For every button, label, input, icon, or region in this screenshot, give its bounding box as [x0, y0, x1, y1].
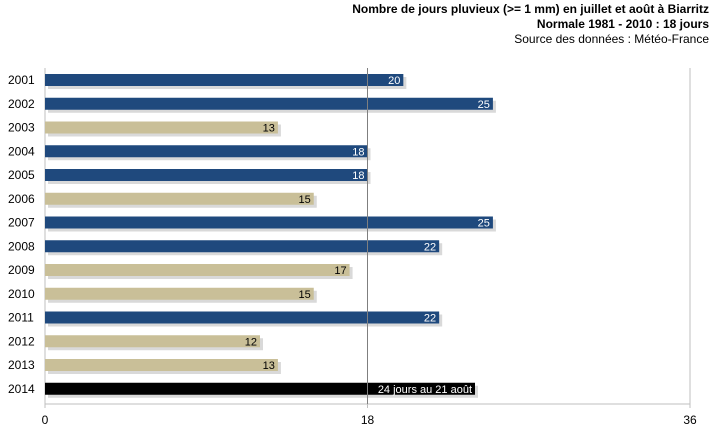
data-label: 15 — [299, 194, 311, 206]
data-label: 13 — [263, 123, 275, 135]
bar-2011 — [45, 311, 440, 324]
y-tick-label: 2010 — [8, 287, 35, 301]
data-label: 18 — [352, 146, 364, 158]
data-label: 22 — [424, 313, 436, 325]
bar-2005 — [45, 169, 368, 181]
y-tick-label: 2012 — [8, 334, 35, 348]
x-tick-label: 36 — [683, 413, 697, 427]
data-label: 15 — [299, 289, 311, 301]
data-label: 17 — [334, 265, 346, 277]
chart-header: Nombre de jours pluvieux (>= 1 mm) en ju… — [352, 2, 709, 47]
y-tick-label: 2003 — [8, 121, 35, 135]
y-tick-label: 2008 — [8, 239, 35, 253]
bar-2012 — [45, 335, 260, 348]
data-label: 24 jours au 21 août — [378, 384, 472, 396]
bar-2013 — [45, 359, 278, 371]
bar-2001 — [45, 74, 404, 86]
chart-source: Source des données : Météo-France — [514, 32, 709, 46]
y-tick-label: 2006 — [8, 192, 35, 206]
y-tick-label: 2014 — [8, 382, 35, 396]
data-label: 22 — [424, 241, 436, 253]
bar-2007 — [45, 216, 493, 229]
y-tick-label: 2013 — [8, 358, 35, 372]
bar-2009 — [45, 264, 350, 276]
bar-2010 — [45, 287, 314, 300]
bar-2004 — [45, 145, 368, 158]
x-tick-label: 0 — [42, 413, 49, 427]
y-tick-label: 2001 — [8, 73, 35, 87]
data-label: 25 — [478, 218, 490, 230]
x-tick-label: 18 — [361, 413, 375, 427]
bar-2002 — [45, 97, 493, 110]
data-label: 13 — [263, 360, 275, 372]
y-tick-label: 2004 — [8, 144, 35, 158]
data-label: 25 — [478, 99, 490, 111]
y-tick-label: 2005 — [8, 168, 35, 182]
bar-2006 — [45, 192, 314, 205]
y-tick-label: 2011 — [8, 311, 34, 325]
data-label: 20 — [388, 75, 400, 87]
data-label: 18 — [352, 170, 364, 182]
bar-2003 — [45, 121, 278, 134]
data-label: 12 — [245, 336, 257, 348]
y-tick-label: 2009 — [8, 263, 35, 277]
chart-title: Nombre de jours pluvieux (>= 1 mm) en ju… — [352, 2, 709, 16]
y-tick-label: 2002 — [8, 97, 35, 111]
chart-subtitle: Normale 1981 - 2010 : 18 jours — [536, 17, 709, 31]
y-tick-label: 2007 — [8, 216, 35, 230]
bar-2008 — [45, 240, 440, 253]
